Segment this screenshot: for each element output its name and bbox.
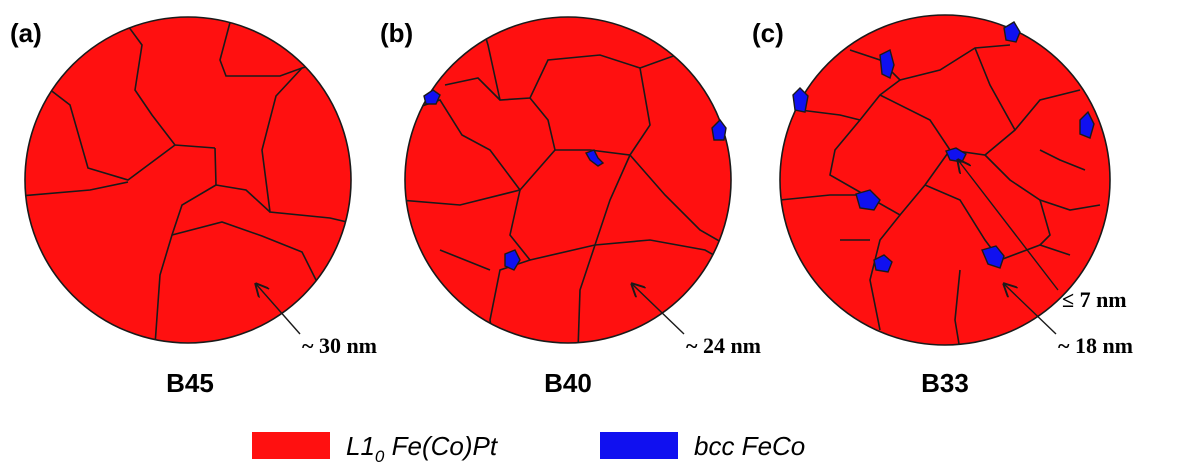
legend-subscript: 0 [375, 447, 385, 466]
arrow [1004, 284, 1057, 335]
sample-name: B33 [921, 368, 969, 398]
legend-text: L1 [346, 431, 375, 461]
bcc-particle [981, 245, 1005, 269]
grain-boundaries [405, 17, 731, 343]
bcc-particle [879, 48, 895, 79]
sample-name: B45 [166, 368, 214, 398]
microstructure-a [24, 16, 352, 344]
grain-circle [404, 16, 732, 344]
arrow [632, 284, 685, 335]
panel-label: (c) [752, 18, 784, 48]
bcc-particle [711, 118, 727, 141]
panel-label: (a) [10, 18, 42, 48]
grain-boundaries [25, 17, 351, 343]
grain-circle [779, 14, 1111, 346]
arrow [256, 284, 301, 335]
bcc-particle [584, 149, 605, 167]
microstructure-b [404, 16, 732, 344]
legend-swatch [252, 432, 330, 459]
bcc-particle [423, 89, 441, 105]
size-annotation: ≤ 7 nm [1062, 287, 1127, 312]
bcc-particle [1003, 21, 1021, 43]
bcc-particle [504, 249, 521, 271]
legend-label: L10 Fe(Co)Pt [346, 431, 499, 466]
microstructure-c [779, 14, 1111, 346]
arrow [958, 160, 1059, 291]
bcc-particle [792, 87, 809, 113]
sample-name: B40 [544, 368, 592, 398]
legend-text: Fe(Co)Pt [384, 431, 498, 461]
panel-label: (b) [380, 18, 413, 48]
size-annotation: ~ 18 nm [1058, 333, 1133, 358]
bcc-particle [855, 189, 881, 211]
legend-label: bcc FeCo [694, 431, 805, 461]
size-annotation: ~ 24 nm [686, 333, 761, 358]
bcc-particle [1079, 110, 1095, 139]
legend-swatch [600, 432, 678, 459]
bcc-particle [873, 254, 893, 273]
size-annotation: ~ 30 nm [302, 333, 377, 358]
grain-circle [24, 16, 352, 344]
